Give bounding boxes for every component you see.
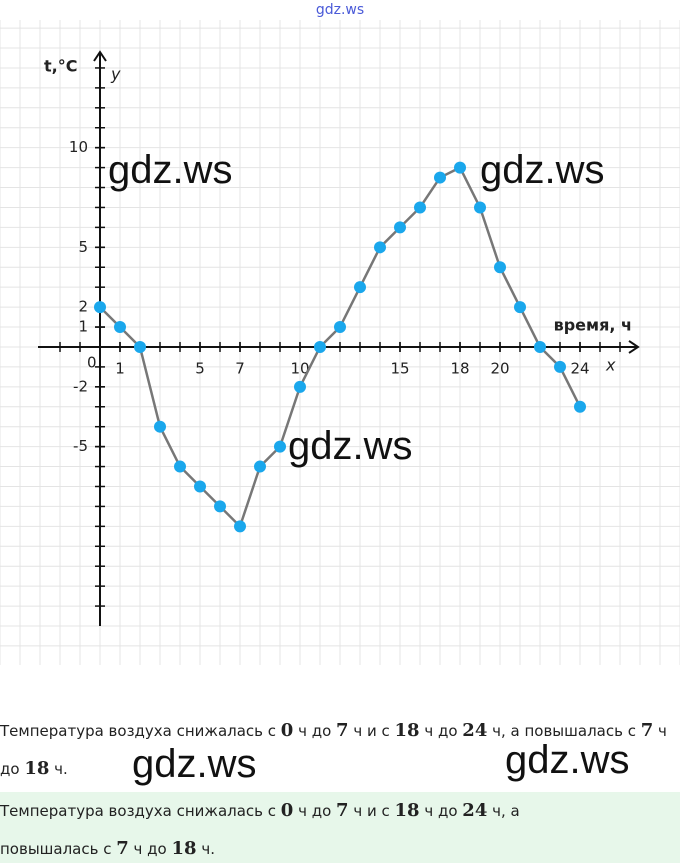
data-point	[334, 321, 346, 334]
number: 18	[24, 758, 50, 779]
text: Температура воздуха снижалась с	[0, 802, 281, 820]
number: 0	[280, 720, 294, 741]
data-point	[494, 261, 506, 274]
number: 7	[116, 838, 129, 859]
text: ч до	[0, 722, 667, 778]
x-tick-label: 15	[390, 359, 409, 377]
data-point	[154, 420, 166, 433]
data-point	[294, 380, 306, 393]
data-point	[454, 161, 466, 174]
data-point	[274, 440, 286, 453]
data-point	[134, 340, 146, 353]
data-point	[194, 480, 206, 493]
text: ч до	[419, 802, 463, 820]
data-point	[114, 321, 126, 334]
y-tick-label: 10	[69, 138, 88, 156]
text: ч.	[49, 760, 68, 778]
data-point	[354, 281, 366, 294]
text: ч, а повышалась с	[0, 802, 520, 858]
data-point	[234, 520, 246, 533]
answer-highlight: Температура воздуха снижалась с 0 ч до 7…	[0, 792, 680, 863]
answer-text: Температура воздуха снижалась с 0 ч до 7…	[0, 712, 675, 788]
data-point	[254, 460, 266, 473]
x-tick-label: 20	[490, 359, 509, 377]
text: ч.	[196, 840, 215, 858]
data-point	[374, 241, 386, 254]
y-tick-label: 1	[78, 318, 88, 336]
y-tick-label: -5	[73, 437, 88, 455]
number: 18	[394, 720, 420, 741]
watermark: gdz.ws	[288, 424, 413, 468]
y-arrow	[93, 50, 107, 62]
x-arrow	[628, 340, 640, 354]
y-axis-name: y	[110, 65, 121, 84]
number: 24	[462, 800, 488, 821]
number: 0	[280, 800, 294, 821]
number: 18	[394, 800, 420, 821]
number: 18	[171, 838, 197, 859]
data-point	[534, 340, 546, 353]
text: Температура воздуха снижалась с	[0, 722, 281, 740]
data-point	[174, 460, 186, 473]
x-tick-label: 10	[290, 359, 309, 377]
text: ч, а повышалась с	[487, 722, 641, 740]
y-axis-label: t,°C	[44, 57, 77, 76]
x-tick-label: 18	[450, 359, 469, 377]
x-axis-label: время, ч	[554, 316, 632, 335]
x-tick-label: 7	[235, 359, 245, 377]
data-point	[214, 500, 226, 513]
number: 24	[462, 720, 488, 741]
y-tick-label: 2	[78, 298, 88, 316]
data-point	[554, 360, 566, 373]
data-point	[394, 221, 406, 234]
text: ч до	[293, 802, 337, 820]
number: 7	[336, 800, 349, 821]
text: ч до	[293, 722, 337, 740]
text: ч до	[128, 840, 172, 858]
top-watermark: gdz.ws	[315, 2, 365, 18]
data-point	[314, 340, 326, 353]
text: ч до	[419, 722, 463, 740]
watermark: gdz.ws	[505, 738, 630, 782]
data-point	[414, 201, 426, 214]
data-point	[94, 301, 106, 314]
y-tick-label: -2	[73, 377, 88, 395]
origin-label: 0	[87, 353, 97, 371]
x-tick-label: 1	[115, 359, 125, 377]
x-tick-label: 24	[570, 359, 589, 377]
number: 7	[336, 720, 349, 741]
x-axis-name: x	[605, 356, 616, 375]
data-point	[514, 301, 526, 314]
y-tick-label: 5	[78, 238, 88, 256]
watermark: gdz.ws	[108, 148, 233, 192]
watermark: gdz.ws	[132, 742, 257, 786]
data-point	[474, 201, 486, 214]
text: ч и с	[348, 802, 395, 820]
data-point	[434, 171, 446, 184]
data-point	[574, 400, 586, 413]
x-tick-label: 5	[195, 359, 205, 377]
text: ч и с	[348, 722, 395, 740]
watermark: gdz.ws	[480, 148, 605, 192]
number: 7	[640, 720, 654, 741]
